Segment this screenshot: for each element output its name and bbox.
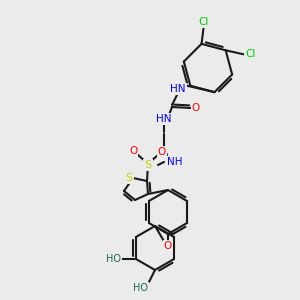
Text: HN: HN <box>170 84 186 94</box>
Text: HO: HO <box>106 254 122 264</box>
Text: NH: NH <box>167 157 182 167</box>
Text: S: S <box>144 160 152 170</box>
Text: Cl: Cl <box>245 49 256 59</box>
Text: O: O <box>192 103 200 113</box>
Text: HN: HN <box>156 114 172 124</box>
Text: Cl: Cl <box>198 17 209 27</box>
Text: O: O <box>158 147 166 157</box>
Text: S: S <box>125 173 133 183</box>
Text: O: O <box>129 146 137 156</box>
Text: HO: HO <box>134 283 148 293</box>
Text: O: O <box>164 241 172 251</box>
